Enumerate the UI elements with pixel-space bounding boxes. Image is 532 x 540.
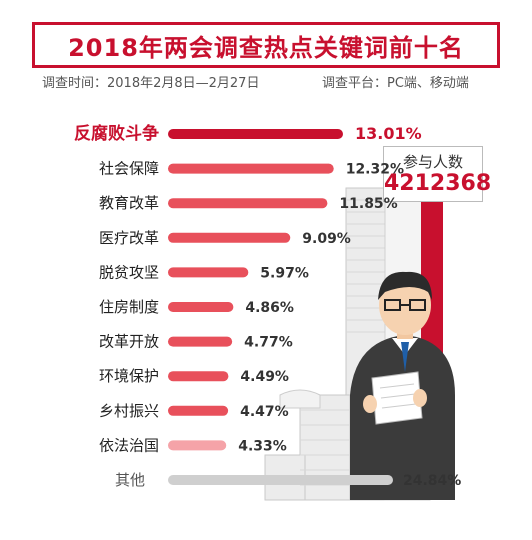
page-title: 2018年两会调查热点关键词前十名 bbox=[68, 33, 464, 62]
bar bbox=[168, 302, 234, 312]
category-label: 社会保障 bbox=[99, 160, 159, 178]
bar bbox=[168, 232, 291, 243]
bar bbox=[168, 163, 334, 174]
data-label: 9.09% bbox=[302, 231, 351, 247]
bar bbox=[168, 475, 393, 485]
bar bbox=[168, 371, 229, 382]
data-label: 13.01% bbox=[355, 124, 422, 143]
category-label: 反腐败斗争 bbox=[74, 123, 159, 144]
category-label: 教育改革 bbox=[99, 194, 159, 212]
bar bbox=[168, 198, 328, 209]
survey-platform: 调查平台：PC端、移动端 bbox=[322, 76, 469, 91]
category-label: 乡村振兴 bbox=[99, 402, 159, 420]
data-label: 4.47% bbox=[240, 404, 289, 420]
data-label: 4.49% bbox=[240, 369, 289, 385]
survey-time: 调查时间：2018年2月8日—2月27日 bbox=[42, 76, 260, 91]
paper-sheets-icon bbox=[279, 389, 321, 409]
category-label: 其他 bbox=[115, 471, 145, 489]
data-label: 4.86% bbox=[245, 300, 294, 316]
category-label: 医疗改革 bbox=[99, 229, 159, 247]
bar bbox=[168, 405, 229, 416]
data-label: 4.33% bbox=[238, 438, 287, 454]
bar bbox=[168, 129, 343, 139]
bar bbox=[168, 267, 249, 278]
bar bbox=[168, 440, 227, 451]
participants-label: 参与人数 bbox=[402, 153, 463, 171]
data-label: 4.77% bbox=[244, 335, 293, 351]
person-icon bbox=[350, 271, 455, 500]
title-frame: 2018年两会调查热点关键词前十名 bbox=[32, 22, 500, 68]
category-label: 依法治国 bbox=[99, 436, 159, 454]
data-label: 5.97% bbox=[260, 265, 309, 281]
participants-value: 4212368 bbox=[384, 171, 492, 196]
participants-box: 参与人数 4212368 bbox=[383, 146, 492, 202]
data-label: 11.85% bbox=[339, 196, 397, 212]
data-label: 12.32% bbox=[346, 162, 404, 178]
data-label: 24.84% bbox=[403, 473, 461, 489]
category-label: 改革开放 bbox=[99, 333, 159, 351]
category-label: 脱贫攻坚 bbox=[99, 263, 159, 281]
category-label: 环境保护 bbox=[99, 367, 159, 385]
category-label: 住房制度 bbox=[99, 298, 159, 316]
bar bbox=[168, 336, 233, 347]
